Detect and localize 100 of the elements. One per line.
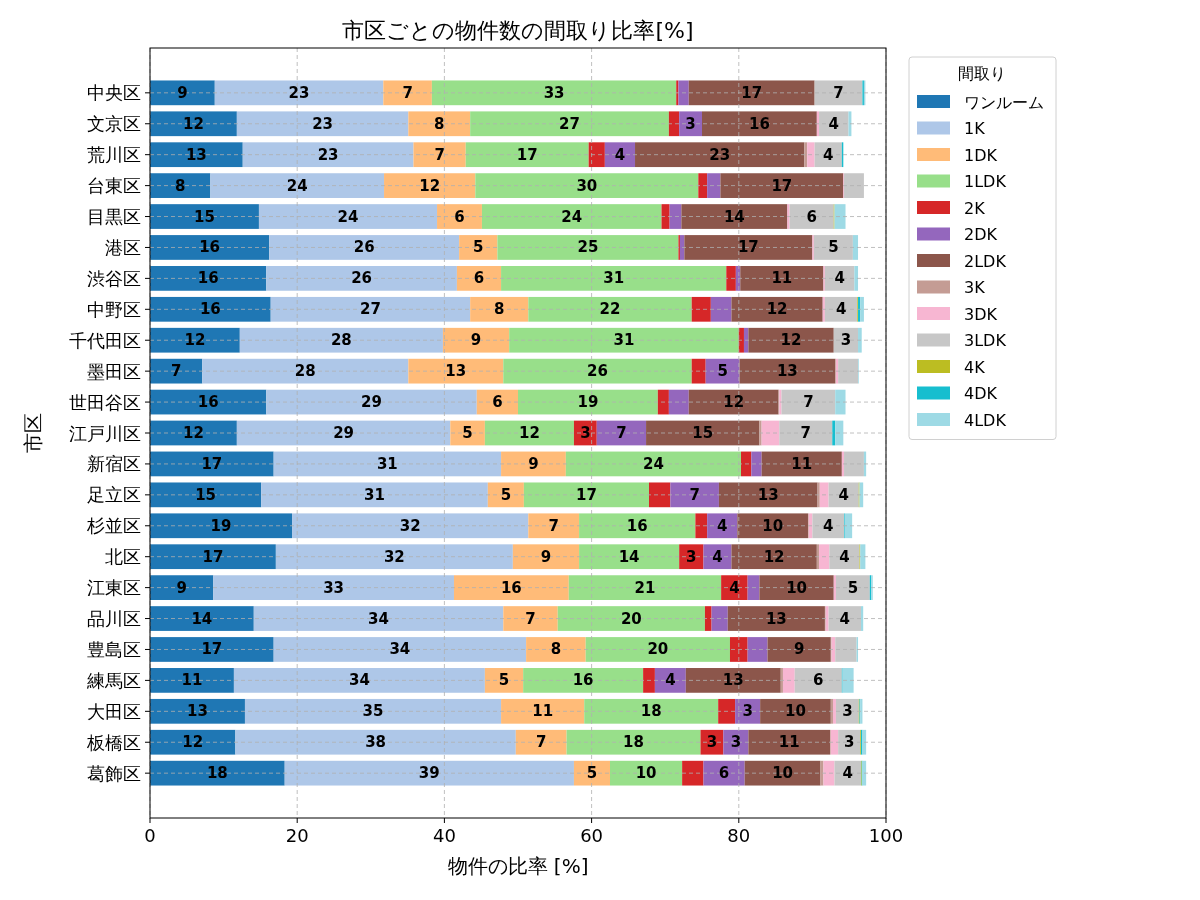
data-label: 23 [312,114,334,133]
data-label: 17 [737,238,759,257]
data-label: 6 [806,207,817,226]
data-label: 14 [618,547,640,566]
chart-title: 市区ごとの物件数の間取り比率[%] [342,18,694,43]
y-tick-label: 大田区 [87,700,141,722]
data-label: 6 [718,764,730,783]
data-label: 4 [842,764,853,783]
data-label: 12 [766,300,788,319]
data-label: 24 [561,207,583,226]
data-label: 31 [376,454,398,473]
y-tick-label: 板橋区 [86,731,141,753]
data-label: 23 [288,83,310,102]
data-label: 10 [635,764,657,783]
data-label: 15 [692,424,714,442]
data-label: 8 [550,640,562,659]
data-label: 22 [599,300,621,319]
legend-label: 2LDK [964,251,1007,271]
data-label: 32 [383,547,405,566]
data-label: 20 [620,609,642,628]
data-label: 6 [813,671,824,690]
data-label: 32 [399,516,421,535]
data-label: 16 [572,671,594,690]
y-tick-label: 中央区 [87,82,141,104]
legend-label: 3K [964,278,986,297]
data-label: 25 [577,238,599,257]
data-label: 6 [492,393,503,412]
data-label: 15 [195,485,217,504]
data-label: 21 [634,578,656,597]
y-tick-label: 豊島区 [87,638,141,660]
data-label: 8 [174,176,186,195]
y-tick-label: 足立区 [87,484,141,506]
data-label: 7 [616,424,627,442]
data-label: 12 [184,331,206,350]
legend-label: ワンルーム [964,92,1044,112]
data-label: 26 [351,269,373,288]
data-label: 13 [187,702,208,721]
data-label: 34 [348,671,370,690]
data-label: 3 [685,114,696,133]
data-label: 13 [776,362,798,381]
data-label: 31 [364,485,385,504]
data-label: 17 [516,145,538,164]
y-tick-label: 渋谷区 [87,267,141,289]
data-label: 5 [500,485,512,504]
data-label: 13 [185,145,207,164]
legend-title: 間取り [958,64,1006,83]
data-label: 17 [201,454,223,473]
data-label: 5 [717,362,728,381]
data-label: 26 [587,362,608,381]
data-label: 15 [194,207,215,226]
data-label: 5 [828,238,839,257]
y-tick-label: 北区 [105,546,141,568]
y-tick-label: 文京区 [87,113,141,135]
data-label: 13 [722,671,744,690]
data-label: 12 [182,424,204,442]
data-label: 12 [518,424,540,442]
data-label: 7 [803,393,814,412]
data-label: 12 [780,331,802,350]
data-label: 3 [842,702,853,721]
data-label: 14 [191,609,213,628]
data-label: 5 [462,424,473,442]
data-label: 17 [202,547,224,566]
data-label: 34 [368,609,389,628]
data-label: 3 [843,733,855,752]
x-tick-label: 0 [144,825,156,846]
data-label: 17 [576,485,597,504]
data-label: 18 [640,702,662,721]
data-label: 24 [642,454,664,473]
data-label: 8 [494,300,505,319]
y-tick-label: 江東区 [87,577,141,599]
data-label: 4 [838,485,849,504]
data-label: 4 [823,516,834,535]
y-tick-label: 新宿区 [87,453,141,475]
data-label: 24 [337,207,359,226]
data-label: 7 [689,485,700,504]
data-label: 16 [500,578,522,597]
data-label: 5 [498,671,510,690]
data-label: 9 [470,331,482,350]
data-label: 17 [771,176,793,195]
legend-label: 1DK [964,145,998,165]
data-label: 7 [434,145,445,164]
y-tick-label: 荒川区 [87,144,141,166]
y-tick-label: 中野区 [87,298,141,320]
y-tick-label: 港区 [105,236,141,258]
data-label: 34 [389,640,411,659]
data-label: 4 [835,300,847,319]
data-label: 3 [580,424,591,442]
x-tick-label: 40 [432,825,456,846]
data-label: 9 [528,454,539,473]
data-label: 8 [434,114,445,133]
data-label: 4 [839,547,850,566]
x-tick-label: 60 [580,825,604,846]
data-label: 11 [771,269,793,288]
legend-label: 1LDK [964,172,1007,191]
legend-label: 2DK [964,225,998,244]
data-label: 4 [834,269,845,288]
data-label: 3 [686,547,697,566]
data-label: 24 [286,176,308,195]
data-label: 4 [712,547,723,566]
data-label: 3 [730,733,742,752]
